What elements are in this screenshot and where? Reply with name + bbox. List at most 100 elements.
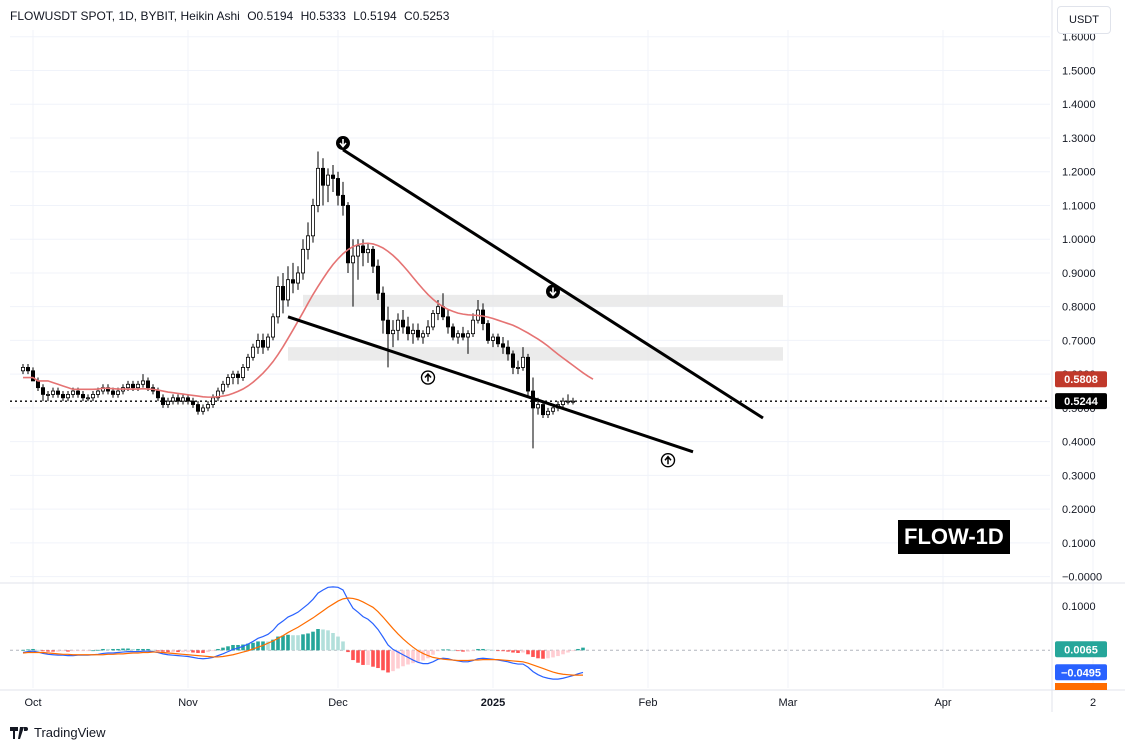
symbol-header: FLOWUSDT SPOT, 1D, BYBIT, Heikin Ashi O0…: [10, 9, 453, 23]
candle-body: [260, 340, 265, 348]
marker-arrow: [424, 372, 432, 382]
candle: [260, 333, 265, 354]
ma-line: [23, 242, 594, 398]
macd-histogram-bar: [156, 650, 160, 652]
candle-body: [130, 383, 135, 389]
candle-body: [415, 329, 420, 338]
candle: [350, 239, 355, 307]
candle-body: [290, 279, 295, 284]
candle: [400, 310, 405, 334]
macd-histogram-bar: [381, 650, 385, 671]
candle: [61, 391, 66, 402]
candle-body: [320, 167, 325, 186]
macd-histogram-bar: [446, 649, 450, 651]
macd-histogram-bar: [196, 650, 200, 653]
candle-body: [465, 333, 470, 338]
price-tick-label: 1.3000: [1062, 133, 1096, 145]
macd-histogram-label-bg: [1055, 641, 1107, 658]
candle: [200, 404, 205, 415]
ohlc-close: C0.5253: [404, 9, 450, 23]
candle-body: [410, 329, 415, 335]
macd-histogram-bar: [581, 647, 585, 651]
candle: [500, 337, 505, 354]
trendline: [342, 148, 764, 420]
candle: [521, 347, 526, 371]
candle: [170, 394, 175, 405]
candle-body: [225, 377, 230, 385]
candle: [330, 164, 335, 192]
macd-histogram-bar: [56, 650, 60, 652]
candle: [190, 397, 195, 408]
candle: [470, 313, 475, 338]
tradingview-footer[interactable]: TradingView: [10, 725, 106, 740]
macd-histogram-bar: [466, 650, 470, 652]
candle: [265, 333, 270, 351]
tradingview-logo-icon: [10, 726, 28, 739]
candle-body: [300, 248, 305, 274]
support-resistance-zone: [303, 294, 783, 307]
candle: [305, 222, 310, 260]
candle-body: [455, 333, 460, 338]
candle: [245, 353, 250, 371]
candle: [180, 394, 185, 405]
macd-histogram-bar: [521, 650, 525, 653]
macd-histogram-bar: [216, 648, 220, 651]
candle: [185, 394, 190, 405]
macd-histogram-bar: [386, 650, 390, 673]
candle: [56, 387, 61, 398]
candle: [425, 320, 430, 338]
macd-histogram-bar: [271, 639, 275, 651]
candle: [460, 326, 465, 341]
macd-histogram-bar: [116, 648, 120, 651]
macd-value-label-bg: [1055, 664, 1107, 681]
candle: [140, 374, 145, 388]
candle-body: [245, 356, 250, 368]
candle: [91, 391, 96, 402]
macd-histogram-bar: [191, 650, 195, 653]
candle: [325, 168, 330, 203]
price-tick-label: 0.9000: [1062, 268, 1096, 280]
candle-body: [315, 167, 320, 206]
macd-histogram-bar: [221, 647, 225, 651]
macd-histogram-label: 0.0065: [1064, 644, 1098, 656]
candle-body: [140, 380, 145, 385]
candle-body: [200, 407, 205, 412]
candle-body: [41, 387, 46, 395]
candle: [561, 397, 566, 408]
price-unit-button[interactable]: USDT: [1057, 6, 1111, 34]
candle-body: [390, 329, 395, 335]
candle-body: [495, 336, 500, 345]
candle-body: [86, 397, 91, 400]
macd-histogram-bar: [326, 630, 330, 651]
trendline: [287, 315, 694, 454]
candle-body: [280, 286, 285, 301]
candle-body: [135, 383, 140, 389]
candle: [465, 330, 470, 354]
candle-body: [375, 265, 380, 294]
candle-body: [205, 404, 210, 409]
ma-value-label: 0.5808: [1064, 374, 1098, 386]
macd-histogram-bar: [506, 650, 510, 652]
macd-histogram-bar: [451, 650, 455, 652]
macd-histogram-bar: [496, 650, 500, 652]
macd-histogram-bar: [276, 636, 280, 651]
candle-body: [440, 306, 445, 318]
candle-body: [385, 319, 390, 335]
candle-body: [425, 326, 430, 335]
macd-histogram-bar: [86, 650, 90, 652]
macd-histogram-bar: [141, 648, 145, 651]
macd-histogram-bar: [511, 650, 515, 653]
trendlines: [287, 148, 764, 454]
macd-histogram-bar: [351, 650, 355, 661]
macd-histogram-bar: [531, 650, 535, 657]
candle: [66, 391, 71, 402]
macd-histogram-bar: [336, 636, 340, 651]
candle-body: [180, 397, 185, 402]
marker-arrow: [664, 455, 672, 465]
candle-body: [505, 346, 510, 355]
candle: [531, 377, 536, 449]
candle: [295, 266, 300, 290]
macd-histogram-bar: [346, 650, 350, 653]
macd-histogram-bar: [231, 644, 235, 651]
